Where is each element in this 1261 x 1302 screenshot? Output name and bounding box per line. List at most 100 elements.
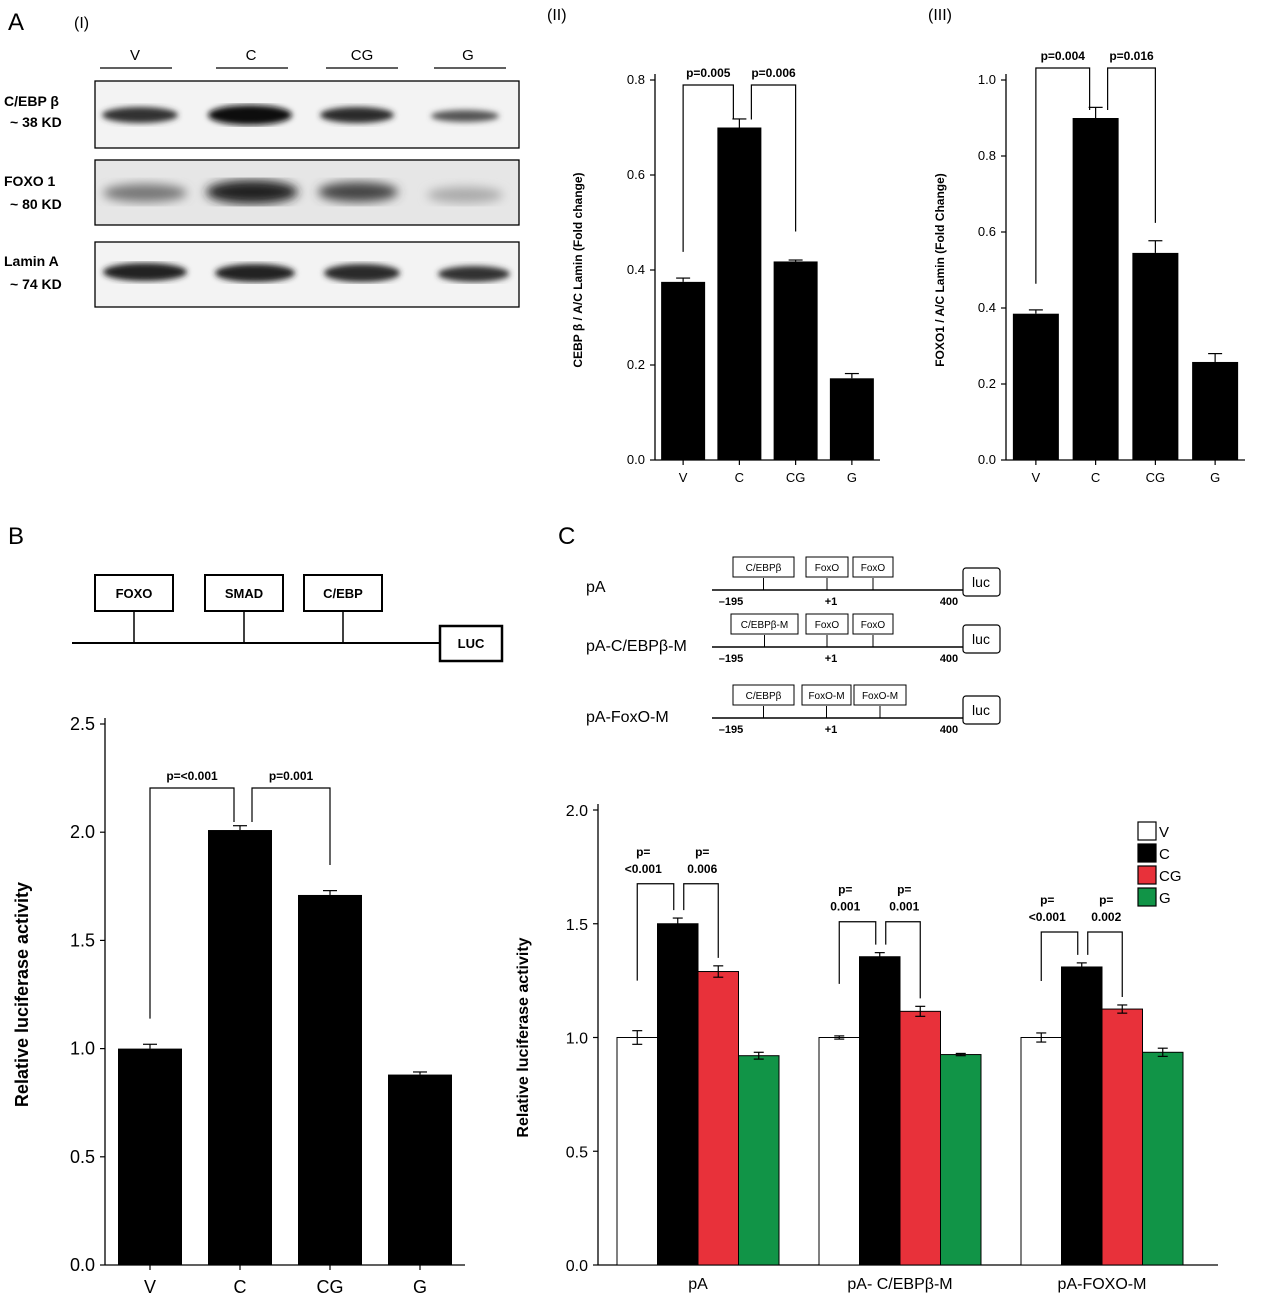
site-label: C/EBPβ <box>746 563 782 574</box>
bar-v <box>118 1048 182 1265</box>
bar-c <box>859 956 901 1266</box>
bar-g <box>1192 361 1239 460</box>
y-tick-label: 2.0 <box>70 822 95 842</box>
legend-swatch-v <box>1137 821 1157 841</box>
y-tick-label: 0.8 <box>627 72 645 87</box>
coord-start: –195 <box>719 596 743 608</box>
y-tick-label: 0.0 <box>627 452 645 467</box>
bar-c <box>717 127 762 460</box>
site-label: C/EBPβ <box>746 691 782 702</box>
site-label: FoxO <box>815 563 840 574</box>
x-tick-label: CG <box>317 1277 344 1297</box>
significance-bracket <box>838 921 877 984</box>
x-tick-label: G <box>1210 470 1220 485</box>
bar-c <box>657 923 699 1266</box>
significance-bracket <box>1087 931 1123 997</box>
blot-row-label-foxo1: FOXO 1 <box>4 173 56 189</box>
promoter-schematic-b: FOXO SMAD C/EBP LUC <box>72 574 504 663</box>
coord-tss: +1 <box>825 596 838 608</box>
y-tick-label: 0.8 <box>978 148 996 163</box>
lane-label-v: V <box>130 47 140 64</box>
coord-end: 400 <box>940 724 958 736</box>
western-blot: V C CG G C/EBP β ~ 38 KD FOXO 1 ~ 80 KD <box>4 47 520 308</box>
y-tick-label: 1.0 <box>70 1039 95 1059</box>
chart-c: 0.0 0.5 1.0 1.5 2.0 Relative luciferase activ… <box>515 803 1218 1293</box>
site-box <box>801 684 852 706</box>
p-value-label: 0.006 <box>687 862 717 876</box>
coord-tss: +1 <box>825 653 838 665</box>
construct-name: pA-FoxO-M <box>586 709 669 726</box>
p-value-label: p= <box>636 845 650 859</box>
site-label: FoxO <box>861 620 886 631</box>
blot-bands-cebp <box>102 105 499 125</box>
p-value-label: 0.001 <box>830 900 860 914</box>
legend-label-c: C <box>1159 846 1170 863</box>
y-tick-label: 0.0 <box>566 1258 588 1275</box>
blot-row-size-foxo1: ~ 80 KD <box>10 196 62 212</box>
chart-legend: VC CG G <box>1137 821 1182 907</box>
promoter-box-foxo: FOXO <box>116 586 153 601</box>
bar-cg <box>1132 252 1179 460</box>
promoter-box-smad: SMAD <box>225 586 263 601</box>
legend-label-cg: CG <box>1159 868 1182 885</box>
bar-g <box>940 1054 982 1266</box>
y-tick-label: 0.6 <box>978 224 996 239</box>
blot-row-size-lamin: ~ 74 KD <box>10 276 62 292</box>
p-value-label: p= <box>838 883 852 897</box>
blot-row-label-cebp: C/EBP β <box>4 93 59 109</box>
bar-cg <box>1101 1008 1143 1266</box>
chart-a-iii: 0.0 0.2 0.4 0.6 0.8 1.0 FOXO1 / A/C Lamin (Fol… <box>933 49 1245 485</box>
charts-layer: 0.0 0.2 0.4 0.6 0.8 CEBP β / A/C Lamin (Fold … <box>12 49 1245 1297</box>
legend-label-v: V <box>1159 824 1169 841</box>
y-tick-label: 0.5 <box>566 1144 588 1161</box>
blot-row-size-cebp: ~ 38 KD <box>10 114 62 130</box>
legend-swatch-cg <box>1137 865 1157 885</box>
site-label: FoxO-M <box>808 691 844 702</box>
blot-bands-lamin <box>103 263 510 282</box>
site-box <box>805 556 849 578</box>
p-value-label: p= <box>897 883 911 897</box>
promoter-box-cebp: C/EBP <box>323 586 363 601</box>
significance-bracket <box>682 84 734 252</box>
y-tick-label: 2.0 <box>566 803 588 820</box>
x-tick-label: CG <box>1146 470 1166 485</box>
bar-v <box>1012 313 1059 460</box>
site-box <box>852 613 894 635</box>
p-value-label: p=0.001 <box>269 769 314 783</box>
significance-bracket <box>750 84 797 232</box>
construct-name: pA <box>586 579 606 596</box>
bar-cg <box>899 1010 941 1266</box>
bar-v <box>616 1037 658 1266</box>
coord-end: 400 <box>940 653 958 665</box>
site-label: FoxO <box>861 563 886 574</box>
coord-start: –195 <box>719 724 743 736</box>
bar-g <box>829 378 874 460</box>
y-tick-label: 1.5 <box>70 930 95 950</box>
y-tick-label: 1.0 <box>978 72 996 87</box>
x-tick-label: V <box>144 1277 156 1297</box>
bar-g <box>738 1055 780 1266</box>
panel-letter-a: A <box>8 9 24 36</box>
panel-label-a-i: (I) <box>74 15 89 32</box>
panel-label-a-ii: (II) <box>547 7 567 24</box>
bar-c <box>1072 118 1119 460</box>
coord-start: –195 <box>719 653 743 665</box>
x-tick-label: pA <box>688 1276 708 1293</box>
construct-name: pA-C/EBPβ-M <box>586 638 687 655</box>
p-value-label: <0.001 <box>1029 910 1066 924</box>
x-tick-label: C <box>1091 470 1100 485</box>
y-tick-label: 0.4 <box>978 300 996 315</box>
luc-label: luc <box>972 631 990 647</box>
site-box <box>730 613 799 635</box>
construct-schematics-c: pA C/EBPβ FoxO FoxO luc –195 +1 400 pA-C/EBPβ-M C… <box>586 556 1001 736</box>
site-box <box>852 556 894 578</box>
bar-g <box>1142 1051 1184 1266</box>
bar-c <box>208 830 272 1265</box>
luc-box <box>962 567 1001 597</box>
x-tick-label: C <box>234 1277 247 1297</box>
y-tick-label: 0.0 <box>978 452 996 467</box>
panel-label-a-iii: (III) <box>928 7 952 24</box>
bar-cg <box>773 261 818 460</box>
y-axis-label: Relative luciferase activity <box>515 937 532 1137</box>
